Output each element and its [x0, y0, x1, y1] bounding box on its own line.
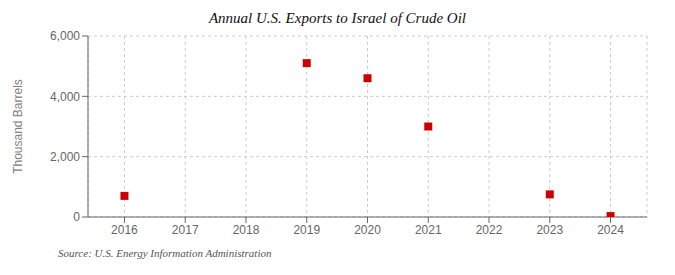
svg-text:2016: 2016 — [111, 223, 138, 237]
svg-text:2019: 2019 — [293, 223, 320, 237]
svg-text:2024: 2024 — [597, 223, 624, 237]
svg-text:2,000: 2,000 — [50, 150, 80, 164]
svg-text:2021: 2021 — [415, 223, 442, 237]
svg-text:2020: 2020 — [354, 223, 381, 237]
svg-text:0: 0 — [73, 210, 80, 224]
svg-text:2022: 2022 — [476, 223, 503, 237]
svg-text:2018: 2018 — [233, 223, 260, 237]
html-text:Source: U.S. Energy Informatio: Source: U.S. Energy Information Administ… — [58, 247, 272, 259]
svg-text:4,000: 4,000 — [50, 90, 80, 104]
html-text:Annual U.S. Exports to Israel: Annual U.S. Exports to Israel of Crude O… — [209, 10, 466, 26]
svg-text:Thousand Barrels: Thousand Barrels — [11, 79, 25, 174]
svg-text:2023: 2023 — [536, 223, 563, 237]
svg-text:2017: 2017 — [172, 223, 199, 237]
svg-text:6,000: 6,000 — [50, 30, 80, 43]
